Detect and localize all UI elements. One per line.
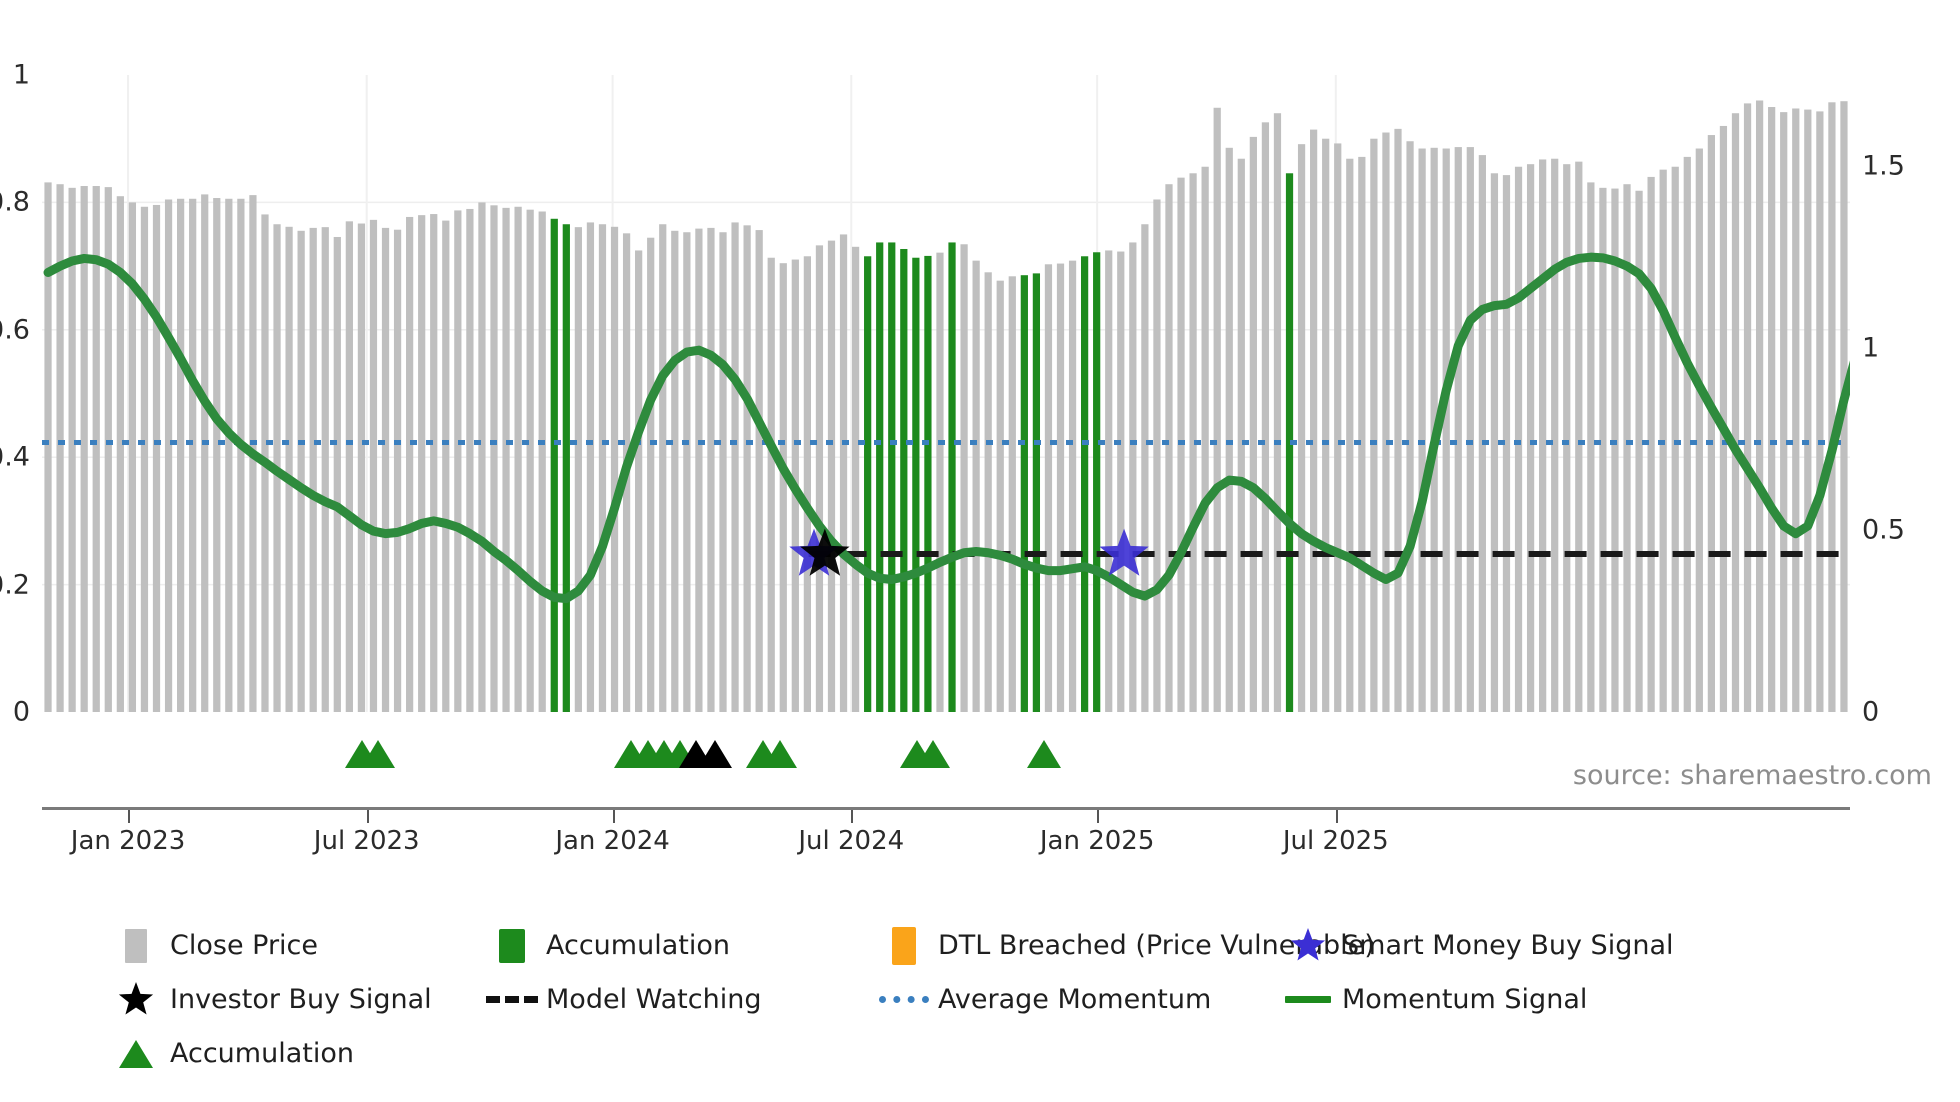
- legend-item-label: Close Price: [170, 930, 318, 961]
- legend-item-label: Average Momentum: [938, 984, 1212, 1015]
- plot-svg: [42, 75, 1850, 712]
- star-blue-icon: [1280, 927, 1336, 963]
- legend-item[interactable]: Investor Buy Signal: [108, 979, 432, 1020]
- x-axis-tick-label: Jan 2025: [1039, 826, 1155, 856]
- x-axis-tick-mark: [612, 810, 615, 823]
- signal-marker-band: [42, 728, 1850, 768]
- left-axis-tick-label: 0: [12, 696, 30, 728]
- right-axis-tick-label: 1: [1862, 332, 1880, 364]
- accumulation-triangle-marker: [762, 740, 797, 768]
- x-axis-tick-mark: [851, 810, 854, 823]
- legend-item[interactable]: Model Watching: [484, 979, 761, 1020]
- accumulation-triangle-marker: [1026, 740, 1061, 768]
- legend-item-label: Accumulation: [170, 1038, 354, 1069]
- left-axis-tick-label: 1: [12, 59, 30, 91]
- legend-row: Investor Buy Signal Model Watching Average…: [108, 979, 1898, 1020]
- legend-item-label: Model Watching: [546, 984, 762, 1015]
- legend-item[interactable]: Smart Money Buy Signal: [1280, 925, 1674, 966]
- right-axis-tick-label: 1.5: [1862, 150, 1905, 182]
- chart-legend: Close Price Accumulation DTL Breached (Pri…: [108, 925, 1898, 1087]
- legend-item[interactable]: Momentum Signal: [1280, 979, 1587, 1020]
- star-black-icon: [108, 981, 164, 1017]
- x-axis-tick-mark: [1335, 810, 1338, 823]
- triangle-green-icon: [108, 1037, 164, 1071]
- square-orange-icon: [876, 926, 932, 965]
- right-axis-tick-label: 0.5: [1862, 514, 1905, 546]
- left-axis-tick-label: 0.6: [0, 314, 30, 346]
- left-axis-tick-label: 0.2: [0, 569, 30, 601]
- left-axis-tick-label: 0.8: [0, 186, 30, 218]
- left-axis-tick-label: 0.4: [0, 441, 30, 473]
- legend-item[interactable]: Close Price: [108, 925, 318, 966]
- accumulation-triangle-marker: [361, 740, 396, 768]
- accumulation-triangle-marker: [697, 740, 732, 768]
- left-axis: 0 0.2 0.4 0.6 0.8 1: [0, 0, 42, 1102]
- legend-item-label: Accumulation: [546, 930, 730, 961]
- solid-line-green-icon: [1280, 983, 1336, 1017]
- source-attribution: source: sharemaestro.com: [1572, 760, 1932, 791]
- legend-item[interactable]: Accumulation: [484, 925, 730, 966]
- legend-row: Close Price Accumulation DTL Breached (Pri…: [108, 925, 1898, 966]
- legend-item[interactable]: Average Momentum: [876, 979, 1211, 1020]
- accumulation-triangle-marker: [916, 740, 951, 768]
- x-axis-tick-label: Jul 2023: [313, 826, 420, 856]
- x-axis-tick-label: Jan 2024: [555, 826, 670, 856]
- x-axis-tick-label: Jan 2023: [70, 826, 186, 856]
- x-axis-tick-label: Jul 2024: [798, 826, 905, 856]
- square-gray-icon: [108, 928, 164, 963]
- x-axis-tick-mark: [366, 810, 369, 823]
- right-axis-tick-label: 0: [1862, 696, 1880, 728]
- plot-area: [42, 75, 1850, 712]
- x-axis-line: [42, 807, 1850, 810]
- x-axis-tick-label: Jul 2025: [1282, 826, 1389, 856]
- dashed-line-black-icon: [484, 983, 540, 1017]
- legend-item-label: Smart Money Buy Signal: [1342, 930, 1674, 961]
- legend-item[interactable]: Accumulation: [108, 1033, 354, 1074]
- square-green-icon: [484, 928, 540, 963]
- x-axis-tick-mark: [128, 810, 131, 823]
- legend-item-label: Momentum Signal: [1342, 984, 1588, 1015]
- legend-row: Accumulation: [108, 1033, 1898, 1074]
- x-axis-tick-mark: [1097, 810, 1100, 823]
- legend-item-label: Investor Buy Signal: [170, 984, 432, 1015]
- dotted-line-blue-icon: [876, 983, 932, 1017]
